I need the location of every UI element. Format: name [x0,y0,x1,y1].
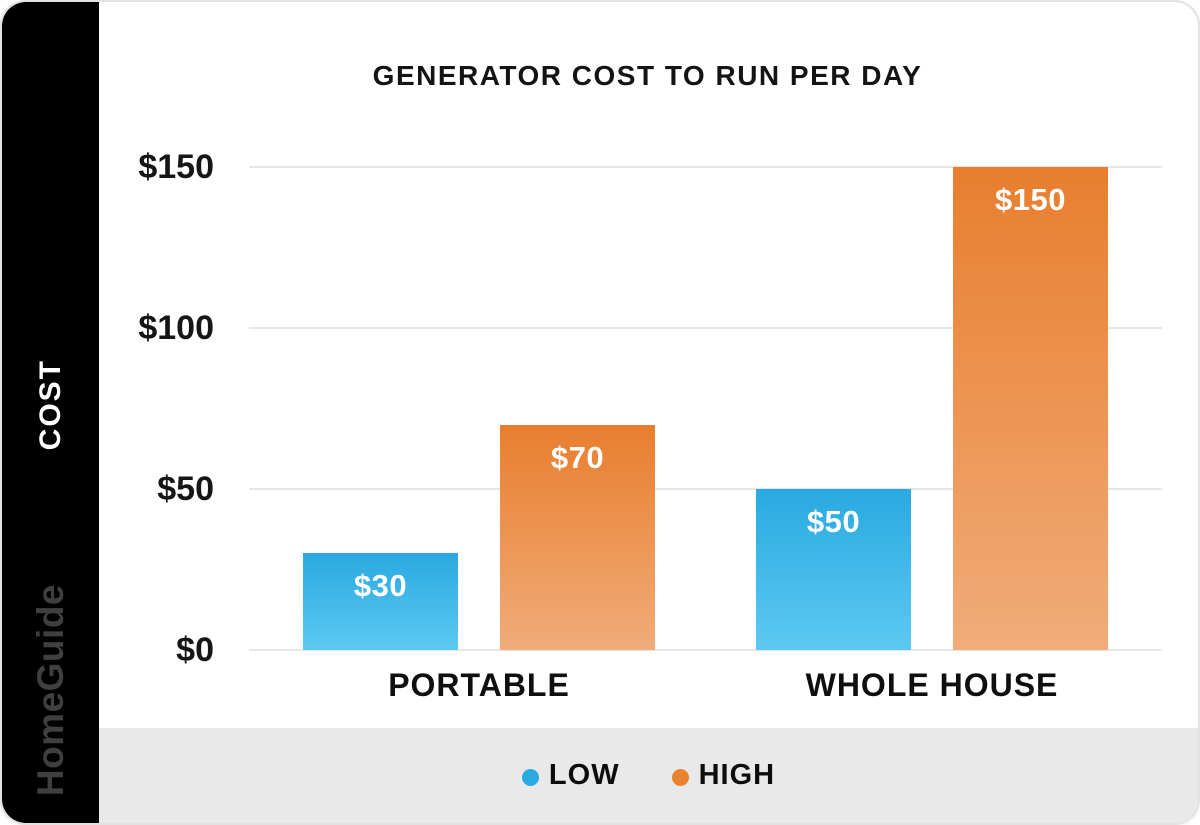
y-tick-label: $50 [157,470,214,508]
bar-whole-house-low: $50 [756,489,911,650]
y-axis-title-container: COST [2,342,99,467]
y-tick-label: $100 [138,309,214,347]
y-tick-label: $0 [176,631,214,669]
legend-label: HIGH [698,759,776,791]
y-axis-title: COST [33,358,67,451]
bar-portable-high: $70 [500,424,655,650]
gridline-0 [249,649,1162,651]
legend-dot-low-icon [521,768,539,786]
legend-strip: LOW HIGH [99,728,1198,823]
brand-watermark-container: HomeGuide [2,584,99,796]
brand-watermark: HomeGuide [29,583,71,797]
legend-item-high: HIGH [671,759,776,792]
x-axis-label-whole-house: WHOLE HOUSE [805,667,1059,703]
x-axis-label-portable: PORTABLE [388,667,570,703]
bar-value-label: $150 [995,182,1066,217]
gridline-100 [249,327,1162,329]
bar-value-label: $70 [550,439,605,475]
gridline-150 [249,166,1162,168]
legend-dot-high-icon [671,768,689,786]
bar-value-label: $30 [353,568,408,604]
sidebar: COST HomeGuide [2,2,99,823]
bar-whole-house-high: $150 [953,167,1108,650]
legend-item-low: LOW [521,759,620,792]
gridline-50 [249,488,1162,490]
y-tick-label: $150 [138,148,214,186]
legend-label: LOW [548,759,620,791]
bar-portable-low: $30 [303,553,458,650]
y-axis-tick-labels: $0 $50 $100 $150 [99,148,214,669]
chart-title: GENERATOR COST TO RUN PER DAY [372,60,923,91]
plot-area: $30 $50 $70 $150 PORTABLE WHOLE HOUSE [249,166,1162,703]
bar-value-label: $50 [806,504,861,539]
